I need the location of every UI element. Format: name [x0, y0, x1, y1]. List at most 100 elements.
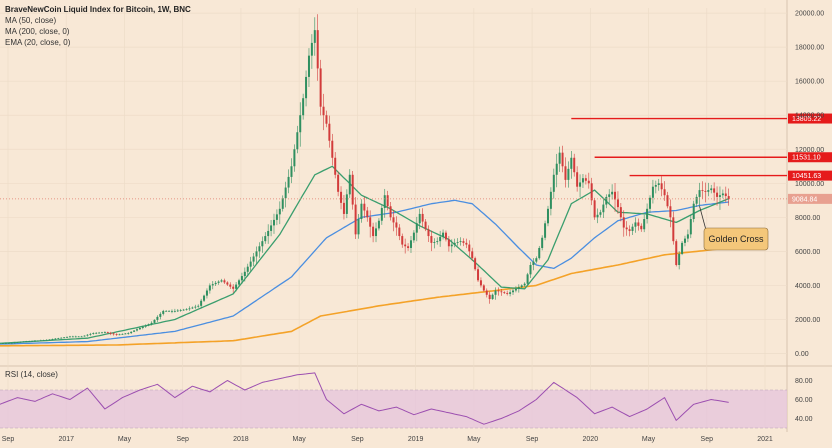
candle-body: [695, 196, 698, 204]
ma200-line: [0, 247, 729, 347]
candle-body: [503, 292, 506, 294]
candle-body: [616, 199, 619, 208]
candle-body: [357, 219, 360, 235]
candle-body: [380, 207, 383, 221]
candle-body: [354, 204, 357, 235]
candle-body: [631, 226, 634, 231]
legend-title: BraveNewCoin Liquid Index for Bitcoin, 1…: [5, 5, 191, 14]
candle-body: [226, 282, 229, 285]
resistance-lines: 13805.22 11531.10 10451.63 9084.84: [0, 113, 832, 204]
candle-body: [561, 152, 564, 167]
candle-body: [22, 341, 25, 343]
candle-body: [243, 271, 246, 277]
candle-body: [147, 324, 150, 326]
candle-body: [325, 115, 328, 124]
candle-body: [649, 197, 652, 209]
candle-body: [678, 253, 681, 265]
candle-body: [267, 230, 270, 237]
candle-body: [669, 206, 672, 218]
resistance-tag: [788, 113, 832, 124]
rsi-tick-label: 60.00: [795, 397, 813, 404]
y-axis: 0.00 2000.00 4000.00 6000.00 8000.00 10000.00…: [795, 11, 824, 423]
candle-body: [92, 333, 95, 334]
candle-body: [404, 244, 407, 247]
candle-body: [421, 213, 424, 222]
candle-body: [535, 258, 538, 262]
candle-body: [369, 217, 372, 227]
candle-body: [401, 236, 404, 245]
candle-body: [444, 232, 447, 240]
candle-body: [310, 42, 313, 56]
candle-body: [415, 223, 418, 233]
candle-body: [322, 106, 325, 116]
candle-body: [144, 325, 147, 327]
candle-body: [135, 329, 138, 331]
candle-body: [724, 193, 727, 197]
candle-body: [194, 306, 197, 308]
candle-body: [203, 295, 206, 301]
candle-body: [272, 219, 275, 226]
candle-body: [133, 330, 136, 332]
candle-body: [686, 234, 689, 239]
candle-body: [80, 336, 83, 338]
y-tick-label: 6000.00: [795, 249, 820, 256]
candle-body: [427, 229, 430, 237]
candle-body: [681, 242, 684, 254]
candle-body: [477, 269, 480, 281]
candle-body: [713, 188, 716, 193]
resistance-tag: [788, 170, 832, 181]
candle-body: [372, 226, 375, 237]
rsi-tick-label: 40.00: [795, 416, 813, 423]
callout-label: Golden Cross: [708, 234, 764, 244]
candle-body: [141, 326, 144, 328]
candle-body: [611, 191, 614, 195]
candle-body: [555, 163, 558, 175]
y-tick-label: 8000.00: [795, 215, 820, 222]
x-tick-label: Sep: [351, 436, 364, 443]
candle-body: [497, 290, 500, 292]
candle-body: [474, 258, 477, 270]
candles: [1, 14, 730, 344]
candle-body: [459, 241, 462, 243]
candle-body: [634, 222, 637, 227]
golden-cross-callout: Golden Cross: [699, 206, 769, 251]
y-tick-label: 10000.00: [795, 181, 824, 188]
candle-body: [721, 193, 724, 196]
x-tick-label: 2017: [58, 436, 74, 443]
candle-body: [281, 198, 284, 209]
candle-body: [541, 237, 544, 248]
candle-body: [514, 288, 517, 291]
candle-body: [118, 334, 121, 336]
candle-body: [622, 217, 625, 228]
candle-body: [10, 342, 13, 344]
candle-body: [587, 180, 590, 184]
candle-body: [689, 219, 692, 235]
candle-body: [60, 337, 63, 339]
candle-body: [63, 337, 66, 339]
candle-body: [307, 55, 310, 77]
candle-body: [345, 194, 348, 214]
candle-body: [558, 152, 561, 164]
y-tick-label: 20000.00: [795, 11, 824, 18]
x-tick-label: May: [118, 436, 132, 443]
candle-body: [214, 282, 217, 285]
candle-body: [51, 339, 54, 340]
candle-body: [197, 305, 200, 307]
candle-body: [462, 241, 465, 243]
candle-body: [153, 319, 156, 323]
candle-body: [552, 174, 555, 192]
candle-body: [471, 251, 474, 259]
candle-body: [57, 338, 60, 339]
candle-body: [25, 341, 28, 343]
candle-body: [430, 236, 433, 243]
candle-body: [36, 340, 39, 342]
candle-body: [672, 217, 675, 242]
legend-ema20: EMA (20, close, 0): [5, 38, 71, 47]
candle-body: [485, 290, 488, 295]
candle-body: [185, 309, 188, 311]
candle-body: [170, 310, 173, 312]
candle-body: [567, 168, 570, 180]
candle-body: [287, 176, 290, 188]
candle-body: [19, 341, 22, 343]
